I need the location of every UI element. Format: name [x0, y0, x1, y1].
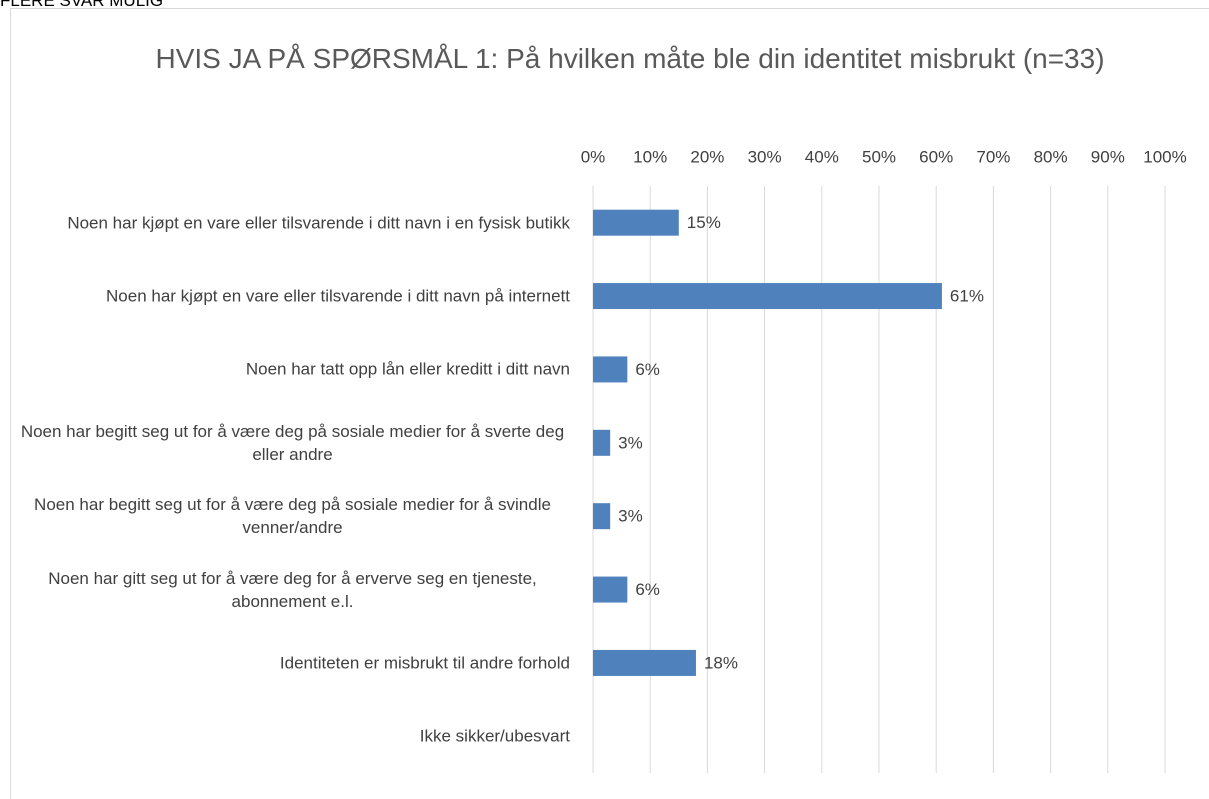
category-label: Noen har begitt seg ut for å være deg på…: [20, 421, 565, 464]
chart-title: HVIS JA PÅ SPØRSMÅL 1: På hvilken måte b…: [155, 43, 1105, 74]
x-tick-label: 20%: [690, 147, 724, 166]
bar: [593, 649, 696, 676]
x-tick-label: 60%: [919, 147, 953, 166]
x-tick-label: 90%: [1091, 147, 1125, 166]
data-label: 18%: [704, 653, 738, 672]
x-tick-label: 30%: [748, 147, 782, 166]
data-label: 3%: [618, 433, 643, 452]
x-tick-label: 40%: [805, 147, 839, 166]
x-tick-label: 80%: [1034, 147, 1068, 166]
category-label-box: Noen har kjøpt en vare eller tilsvarende…: [15, 211, 570, 234]
data-label: 6%: [635, 360, 660, 379]
category-label-box: Identiteten er misbrukt til andre forhol…: [15, 651, 570, 674]
data-label: 3%: [618, 507, 643, 526]
x-tick-label: 50%: [862, 147, 896, 166]
data-label: 6%: [635, 580, 660, 599]
category-label-box: Noen har begitt seg ut for å være deg på…: [15, 493, 570, 539]
category-label: Identiteten er misbrukt til andre forhol…: [279, 653, 570, 673]
category-label: Noen har tatt opp lån eller kreditt i di…: [245, 359, 570, 379]
bar: [593, 429, 611, 456]
bar: [593, 356, 628, 383]
category-label: Ikke sikker/ubesvart: [419, 726, 570, 746]
x-tick-label: 100%: [1143, 147, 1186, 166]
category-label-box: Noen har gitt seg ut for å være deg for …: [15, 567, 570, 613]
data-label: 15%: [687, 213, 721, 232]
bar: [593, 209, 679, 236]
category-label-box: Noen har kjøpt en vare eller tilsvarende…: [15, 285, 570, 308]
bar: [593, 576, 628, 603]
x-tick-label: 0%: [581, 147, 606, 166]
chart-frame: [10, 8, 1209, 799]
category-label: Noen har begitt seg ut for å være deg på…: [34, 495, 551, 538]
data-label: 61%: [950, 287, 984, 306]
x-tick-label: 10%: [633, 147, 667, 166]
bar: [593, 503, 611, 530]
category-label: Noen har gitt seg ut for å være deg for …: [48, 568, 537, 611]
category-label-box: Ikke sikker/ubesvart: [15, 725, 570, 748]
category-label: Noen har kjøpt en vare eller tilsvarende…: [106, 286, 570, 306]
category-label: Noen har kjøpt en vare eller tilsvarende…: [67, 213, 570, 233]
note: FLERE SVAR MULIG: [0, 0, 164, 10]
bar: [593, 283, 942, 310]
category-label-box: Noen har begitt seg ut for å være deg på…: [15, 420, 570, 466]
x-tick-label: 70%: [976, 147, 1010, 166]
category-label-box: Noen har tatt opp lån eller kreditt i di…: [15, 358, 570, 381]
